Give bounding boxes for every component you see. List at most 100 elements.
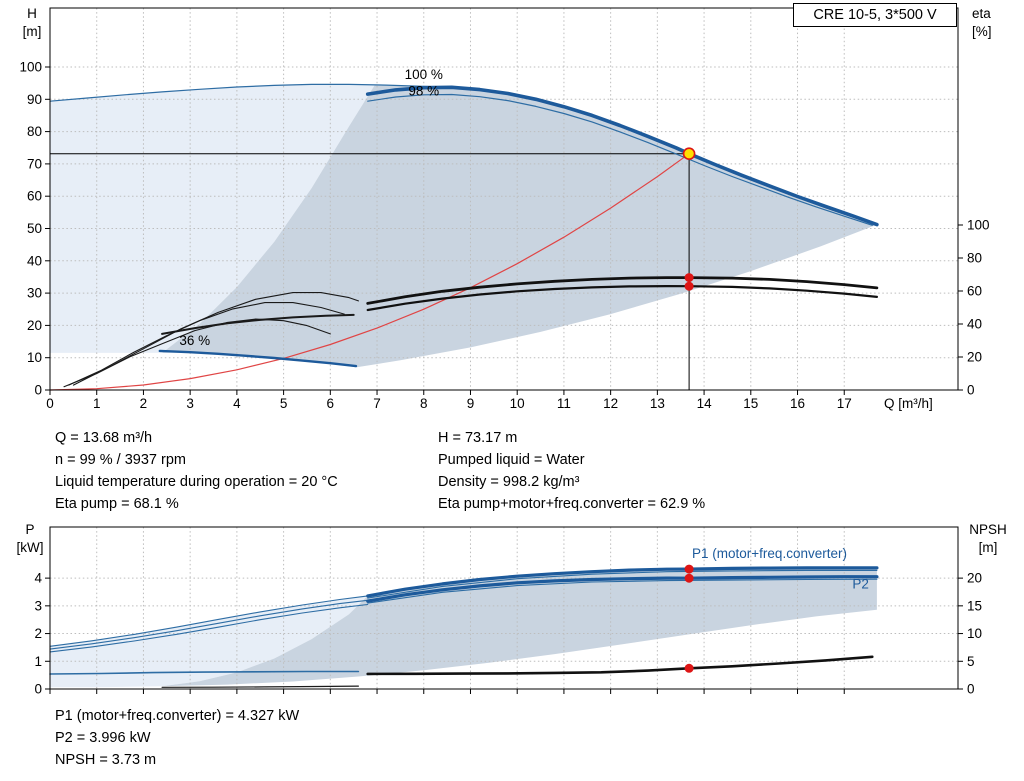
operating-range-light xyxy=(50,84,375,353)
pump-model-badge: CRE 10-5, 3*500 V xyxy=(793,3,957,27)
readout-line-npsh: NPSH = 3.73 m xyxy=(55,752,157,768)
y-right-tick-label: 15 xyxy=(967,598,982,613)
y-right-tick-label: 20 xyxy=(967,350,982,365)
power-axis-unit: [kW] xyxy=(16,540,44,555)
head-98pct xyxy=(367,93,873,226)
y-left-tick-label: 0 xyxy=(34,383,42,398)
head-100pct-low-flow xyxy=(49,83,453,102)
head-100pct xyxy=(365,85,879,227)
y-left-tick-label: 100 xyxy=(19,60,42,75)
curve-label: 36 % xyxy=(179,333,210,348)
x-tick-label: 4 xyxy=(233,396,241,411)
operating-range xyxy=(162,85,877,368)
p1-duty-dot xyxy=(684,564,694,574)
power-range xyxy=(162,567,877,687)
eta-part-speed-arc-2 xyxy=(68,302,345,386)
eta-part-speed-arc-1 xyxy=(72,292,359,386)
duty-point xyxy=(682,147,696,160)
readout-line-p1: P1 (motor+freq.converter) = 4.327 kW xyxy=(55,708,300,724)
npsh-axis-title: NPSH [m] xyxy=(958,521,1018,557)
head-36pct xyxy=(158,349,358,368)
npsh-axis-symbol: NPSH xyxy=(969,522,1007,537)
y-right-tick-label: 10 xyxy=(967,626,982,641)
p-low-flow-a xyxy=(49,595,369,647)
y-left-tick-label: 50 xyxy=(27,221,42,236)
eta-36pct xyxy=(161,313,355,335)
head-axis-unit: [m] xyxy=(22,24,42,39)
p1-curve xyxy=(366,566,879,598)
p-low-flow-c xyxy=(49,603,369,653)
x-tick-label: 0 xyxy=(46,396,54,411)
x-tick-label: 6 xyxy=(327,396,335,411)
readout-line-flow: Q = 13.68 m³/h xyxy=(55,430,153,446)
y-left-tick-label: 2 xyxy=(34,626,42,641)
plot-frame xyxy=(49,526,959,690)
y-right-tick-label: 60 xyxy=(967,284,982,299)
p1-98pct xyxy=(367,569,878,599)
y-right-tick-label: 40 xyxy=(967,317,982,332)
power-axis-symbol: P xyxy=(25,522,35,537)
eta-axis-symbol: eta xyxy=(972,6,991,21)
system-curve xyxy=(49,153,690,391)
y-left-tick-label: 1 xyxy=(34,654,42,669)
y-right-tick-label: 5 xyxy=(967,654,975,669)
x-tick-label: 12 xyxy=(603,396,618,411)
y-left-tick-label: 30 xyxy=(27,286,42,301)
eta-pump-total xyxy=(366,285,878,312)
x-tick-label: 14 xyxy=(697,396,713,411)
x-tick-label: 7 xyxy=(373,396,381,411)
eta-axis-unit: [%] xyxy=(972,24,992,39)
power-axis-title: P [kW] xyxy=(6,521,54,557)
eta-total-duty-dot xyxy=(684,281,694,291)
x-tick-label: 15 xyxy=(743,396,758,411)
npsh-axis-unit: [m] xyxy=(978,540,998,555)
y-right-tick-label: 80 xyxy=(967,251,982,266)
y-left-tick-label: 4 xyxy=(34,571,42,586)
x-tick-label: 5 xyxy=(280,396,288,411)
readout-line-eta-total: Eta pump+motor+freq.converter = 62.9 % xyxy=(438,496,706,512)
curve-label: 98 % xyxy=(408,83,439,98)
x-tick-label: 11 xyxy=(557,396,571,411)
readout-line-head: H = 73.17 m xyxy=(438,430,518,446)
duty-readout-right: H = 73.17 m Pumped liquid = Water Densit… xyxy=(438,427,705,515)
eta-pump xyxy=(366,276,879,305)
npsh-duty-dot xyxy=(684,663,694,673)
flow-axis-unit-label: Q [m³/h] xyxy=(884,396,933,411)
readout-line-speed: n = 99 % / 3937 rpm xyxy=(55,452,186,468)
curve-label: 100 % xyxy=(405,67,443,82)
y-right-tick-label: 100 xyxy=(967,218,990,233)
y-left-tick-label: 3 xyxy=(34,598,42,613)
y-left-tick-label: 0 xyxy=(34,682,42,697)
head-axis-title: H [m] xyxy=(10,5,54,41)
head-axis-symbol: H xyxy=(27,6,37,21)
y-left-tick-label: 60 xyxy=(27,189,42,204)
x-tick-label: 10 xyxy=(510,396,525,411)
x-tick-label: 8 xyxy=(420,396,428,411)
readout-line-liquid: Pumped liquid = Water xyxy=(438,452,585,468)
power-npsh-readout: P1 (motor+freq.converter) = 4.327 kW P2 … xyxy=(55,705,299,771)
npsh-36pct xyxy=(161,685,359,688)
curve-label: P2 xyxy=(852,577,869,592)
readout-line-temperature: Liquid temperature during operation = 20… xyxy=(55,474,338,490)
p-36pct xyxy=(49,670,360,675)
eta-axis-title: eta [%] xyxy=(972,5,1020,41)
y-left-tick-label: 70 xyxy=(27,156,42,171)
plot-frame xyxy=(49,7,959,391)
p-low-flow-b xyxy=(49,599,369,650)
p2-curve xyxy=(366,575,879,603)
p2-98pct xyxy=(367,578,878,604)
npsh-curve xyxy=(366,655,874,676)
y-left-tick-label: 80 xyxy=(27,124,42,139)
y-right-tick-label: 20 xyxy=(967,571,982,586)
x-tick-label: 2 xyxy=(140,396,148,411)
readout-line-eta-pump: Eta pump = 68.1 % xyxy=(55,496,179,512)
y-left-tick-label: 10 xyxy=(27,350,42,365)
y-left-tick-label: 20 xyxy=(27,318,42,333)
y-right-tick-label: 0 xyxy=(967,383,975,398)
x-tick-label: 17 xyxy=(837,396,852,411)
x-tick-label: 1 xyxy=(93,396,101,411)
x-tick-label: 9 xyxy=(467,396,475,411)
y-left-tick-label: 40 xyxy=(27,253,42,268)
